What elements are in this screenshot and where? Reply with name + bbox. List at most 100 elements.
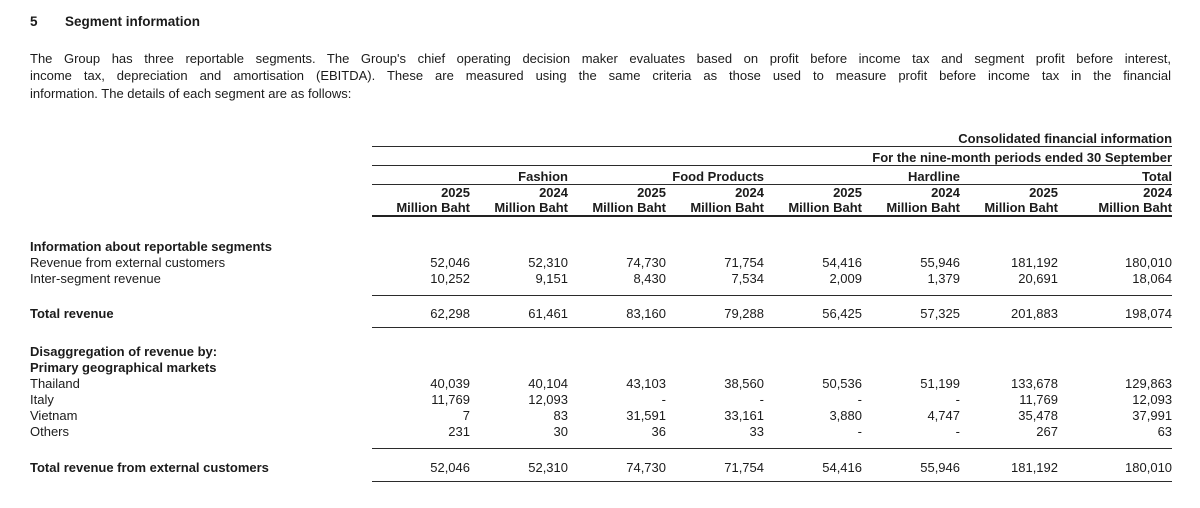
unit-header: Million Baht [372, 200, 470, 218]
value-cell: 55,946 [920, 255, 960, 271]
unit-header: Million Baht [470, 200, 568, 218]
value-cell: 12,093 [1132, 392, 1173, 408]
value-cell: 35,478 [1018, 408, 1058, 424]
value-cell: 79,288 [666, 304, 764, 328]
unit-header: Million Baht [568, 200, 666, 218]
value-cell: 181,192 [960, 458, 1058, 482]
value-cell: 63 [1058, 423, 1173, 449]
value-cell: 55,946 [862, 458, 960, 482]
value-cell: 74,730 [626, 255, 666, 271]
paragraph-line: income tax, depreciation and amortisatio… [30, 68, 1171, 84]
segment-group-header-row: Fashion Food Products Hardline Total [30, 165, 1173, 186]
value-cell: 7 [462, 408, 470, 424]
corner-blank [30, 185, 372, 201]
table-row: Total revenue from external customers 52,… [30, 458, 1173, 482]
table-caption-line2: For the nine-month periods ended 30 Sept… [372, 146, 1173, 167]
spacer [30, 295, 1172, 304]
value-cell: 57,325 [862, 304, 960, 328]
value-cell: 40,039 [430, 376, 470, 392]
value-cell: - [862, 423, 960, 449]
table-row: Inter-segment revenue 10,252 9,151 8,430 7,5… [30, 270, 1173, 296]
row-label: Revenue from external customers [30, 255, 226, 271]
year-header: 2024 [539, 185, 568, 201]
value-cell: 61,461 [470, 304, 568, 328]
value-cell: 231 [372, 423, 470, 449]
group-header: Hardline [764, 165, 960, 186]
value-cell: 52,310 [470, 458, 568, 482]
row-label: Thailand [30, 376, 80, 392]
value-cell: 51,199 [920, 376, 960, 392]
value-cell: 198,074 [1058, 304, 1173, 328]
value-cell: 38,560 [724, 376, 764, 392]
table-row: Revenue from external customers 52,046 52,… [30, 254, 1172, 270]
value-cell: 52,046 [372, 458, 470, 482]
corner-blank [30, 200, 372, 216]
corner-blank [30, 166, 372, 185]
section-label: Disaggregation of revenue by: [30, 344, 218, 360]
table-caption-line1: Consolidated financial information [372, 127, 1173, 148]
value-cell: 56,425 [764, 304, 862, 328]
value-cell: 54,416 [822, 255, 862, 271]
table-caption-row: For the nine-month periods ended 30 Sept… [30, 146, 1173, 167]
spacer [30, 216, 1172, 238]
section-number: 5 [30, 14, 38, 29]
unit-header: Million Baht [862, 200, 960, 218]
paragraph-line: The Group has three reportable segments.… [30, 51, 1171, 66]
value-cell: 129,863 [1125, 376, 1173, 392]
table-row [30, 448, 1172, 458]
table-row: Thailand 40,039 40,104 43,103 38,560 50,536 51… [30, 375, 1172, 391]
year-header: 2024 [735, 185, 764, 201]
unit-header: Million Baht [666, 200, 764, 218]
group-header: Fashion [372, 165, 568, 186]
value-cell: 62,298 [372, 304, 470, 328]
value-cell: 18,064 [1058, 270, 1173, 296]
row-label: Vietnam [30, 408, 78, 424]
intro-paragraph: The Group has three reportable segments.… [30, 50, 1171, 102]
value-cell: - [764, 423, 862, 449]
section-heading: 5 Segment information [30, 14, 1172, 30]
value-cell: - [759, 392, 764, 408]
value-cell: 267 [960, 423, 1058, 449]
value-cell: 31,591 [626, 408, 666, 424]
year-header: 2025 [637, 185, 666, 201]
table-row: Italy 11,769 12,093 - - - - 11,769 12,093 [30, 391, 1172, 407]
value-cell: 43,103 [626, 376, 666, 392]
row-label: Italy [30, 392, 54, 408]
value-cell: 36 [568, 423, 666, 449]
row-label: Total revenue from external customers [30, 460, 269, 476]
value-cell: 1,379 [862, 270, 960, 296]
spacer [30, 327, 1172, 343]
row-label: Others [30, 424, 70, 440]
value-cell: 3,880 [829, 408, 862, 424]
unit-header: Million Baht [764, 200, 862, 218]
value-cell: 40,104 [528, 376, 568, 392]
row-label: Inter-segment revenue [30, 271, 161, 287]
corner-blank [30, 128, 372, 147]
value-cell: 2,009 [764, 270, 862, 296]
year-header: 2025 [441, 185, 470, 201]
table-row: Disaggregation of revenue by: [30, 343, 1172, 359]
year-header: 2025 [833, 185, 862, 201]
value-cell: 181,192 [1011, 255, 1058, 271]
value-cell: - [661, 392, 666, 408]
value-cell: 12,093 [528, 392, 568, 408]
value-cell: 4,747 [927, 408, 960, 424]
value-cell: 10,252 [372, 270, 470, 296]
value-cell: 30 [470, 423, 568, 449]
table-row: Others 231 30 36 33- -267 63 [30, 423, 1173, 449]
value-cell: 52,310 [528, 255, 568, 271]
table-row: Vietnam 7 83 31,591 33,161 3,880 4,747 35,478 37… [30, 407, 1172, 423]
value-cell: - [955, 392, 960, 408]
segment-information-table: Consolidated financial information For t… [30, 127, 1173, 482]
group-header: Total [960, 165, 1173, 186]
value-cell: 20,691 [960, 270, 1058, 296]
value-cell: 33,161 [724, 408, 764, 424]
year-header: 2025 [1029, 185, 1058, 201]
value-cell: 52,046 [430, 255, 470, 271]
value-cell: 7,534 [666, 270, 764, 296]
table-row [30, 295, 1172, 304]
value-cell: 50,536 [822, 376, 862, 392]
value-cell: 33 [666, 423, 764, 449]
value-cell: 9,151 [470, 270, 568, 296]
